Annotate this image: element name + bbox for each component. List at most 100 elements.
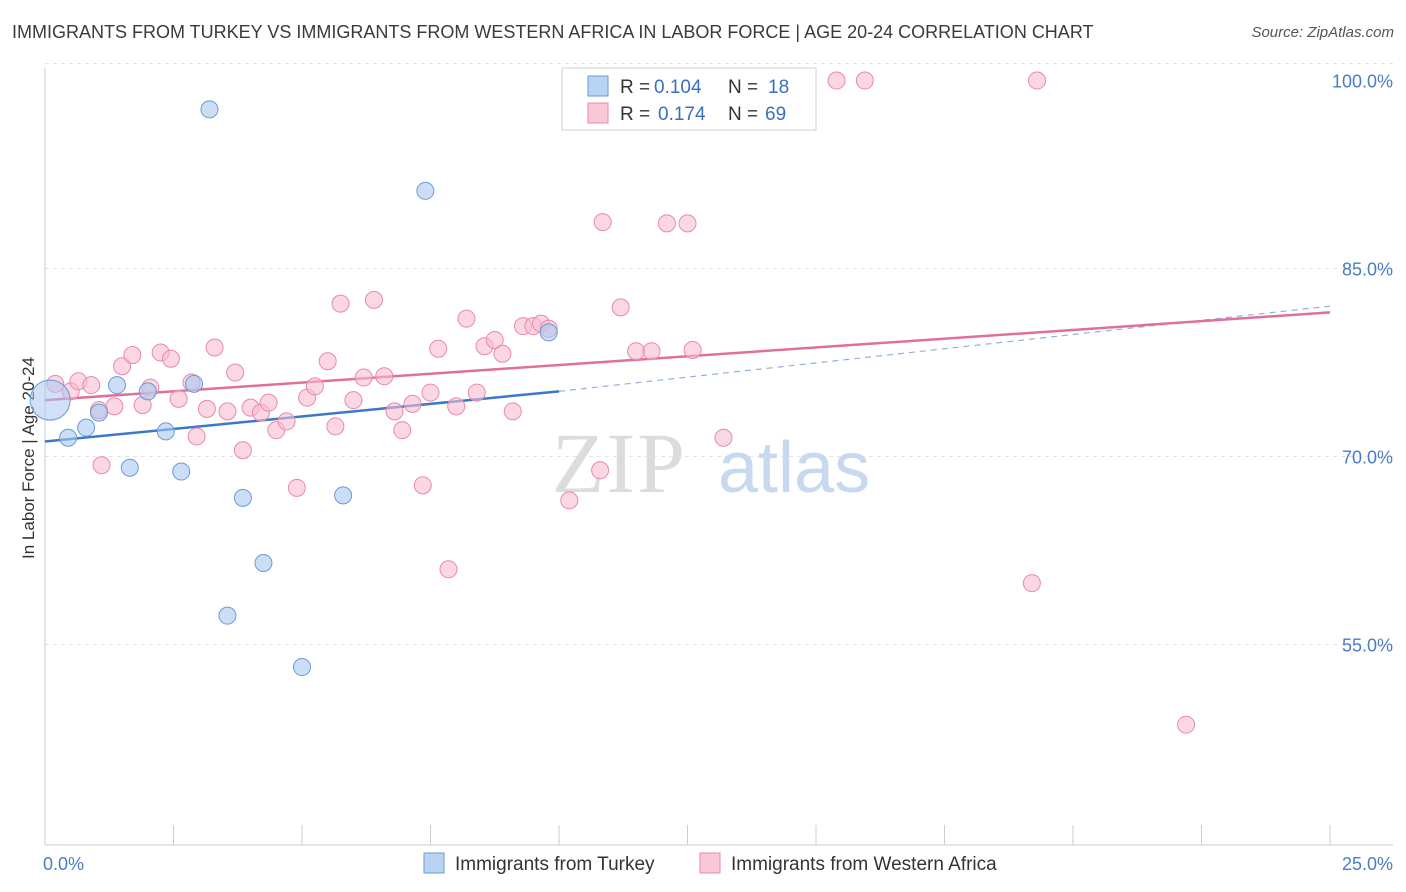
point-western-africa-44 — [457, 309, 476, 328]
point-western-africa-38 — [403, 394, 422, 413]
point-western-africa-26 — [287, 478, 306, 497]
y-tick-label-3: 55.0% — [1342, 635, 1393, 655]
y-tick-label-2: 70.0% — [1342, 448, 1393, 468]
trend-turkey-extension — [558, 305, 1331, 392]
watermark-atlas: atlas — [718, 428, 870, 508]
point-western-africa-61 — [678, 214, 697, 233]
point-western-africa-64 — [827, 71, 846, 90]
legend-n-label-1: N = — [728, 77, 758, 98]
axes — [44, 68, 1393, 846]
bottom-legend-swatch-turkey — [423, 852, 445, 874]
point-western-africa-31 — [331, 294, 350, 313]
point-western-africa-54 — [560, 491, 579, 510]
source-credit: Source: ZipAtlas.com — [1251, 24, 1394, 41]
bottom-legend-label-turkey: Immigrants from Turkey — [455, 854, 655, 875]
point-western-africa-19 — [226, 363, 245, 382]
bottom-legend-swatch-western-africa — [699, 852, 721, 874]
point-western-africa-6 — [105, 397, 124, 416]
point-turkey-11 — [218, 606, 237, 625]
y-tick-label-1: 85.0% — [1342, 260, 1393, 280]
point-western-africa-7 — [113, 357, 132, 376]
point-western-africa-33 — [354, 368, 373, 387]
point-turkey-17 — [539, 323, 558, 342]
point-western-africa-48 — [493, 344, 512, 363]
point-western-africa-25 — [277, 412, 296, 431]
point-western-africa-20 — [233, 441, 252, 460]
point-western-africa-41 — [429, 339, 448, 358]
point-western-africa-47 — [485, 330, 504, 349]
point-turkey-5 — [120, 458, 139, 477]
point-western-africa-30 — [326, 417, 345, 436]
chart-title: IMMIGRANTS FROM TURKEY VS IMMIGRANTS FRO… — [12, 22, 1094, 42]
point-western-africa-13 — [169, 389, 188, 408]
point-turkey-14 — [293, 658, 311, 677]
legend-r-label-2: R = — [620, 104, 650, 125]
point-turkey-2 — [77, 418, 96, 437]
point-western-africa-67 — [1022, 574, 1041, 593]
point-western-africa-37 — [393, 421, 412, 440]
point-western-africa-8 — [123, 345, 142, 364]
point-western-africa-5 — [92, 456, 111, 475]
point-western-africa-36 — [385, 402, 404, 421]
point-western-africa-40 — [421, 383, 440, 402]
point-western-africa-62 — [683, 340, 702, 359]
point-western-africa-34 — [364, 290, 383, 309]
data-points — [29, 71, 1196, 734]
point-western-africa-45 — [467, 383, 486, 402]
y-tick-label-0: 100.0% — [1332, 72, 1393, 92]
legend-n-value-2: 69 — [765, 104, 786, 125]
legend-swatch-western-africa — [587, 102, 609, 124]
point-western-africa-18 — [218, 402, 237, 421]
point-western-africa-68 — [1177, 715, 1196, 734]
point-western-africa-29 — [318, 352, 337, 371]
legend-r-label-1: R = — [620, 77, 650, 98]
legend-n-label-2: N = — [728, 104, 758, 125]
point-western-africa-16 — [197, 399, 216, 418]
point-western-africa-63 — [714, 428, 733, 447]
point-turkey-3 — [89, 403, 108, 422]
point-turkey-6 — [138, 382, 157, 401]
point-turkey-0 — [29, 379, 71, 421]
point-turkey-8 — [172, 462, 191, 481]
legend: R = 0.104 N = 18 R = 0.174 N = 69 — [561, 67, 817, 131]
bottom-legend-label-western-africa: Immigrants from Western Africa — [731, 854, 997, 875]
point-turkey-13 — [254, 554, 273, 573]
point-turkey-16 — [416, 181, 435, 200]
point-western-africa-15 — [187, 427, 206, 446]
point-turkey-15 — [334, 486, 353, 505]
point-western-africa-43 — [447, 397, 466, 416]
point-western-africa-23 — [259, 393, 278, 412]
legend-swatch-turkey — [587, 75, 609, 97]
point-western-africa-42 — [439, 560, 458, 579]
point-western-africa-12 — [161, 349, 180, 368]
point-western-africa-28 — [305, 377, 324, 396]
point-western-africa-3 — [82, 376, 101, 395]
point-western-africa-17 — [205, 338, 224, 357]
point-western-africa-35 — [375, 367, 394, 386]
point-western-africa-57 — [611, 298, 630, 317]
point-western-africa-59 — [642, 342, 661, 361]
point-turkey-7 — [156, 422, 175, 441]
point-western-africa-39 — [413, 476, 432, 495]
gridlines — [45, 63, 1393, 645]
legend-r-value-2: 0.174 — [658, 104, 706, 125]
x-tick-label-0: 0.0% — [43, 854, 84, 874]
bottom-legend: Immigrants from Turkey Immigrants from W… — [423, 852, 997, 875]
point-western-africa-60 — [657, 214, 676, 233]
legend-n-value-1: 18 — [768, 77, 789, 98]
point-western-africa-49 — [503, 402, 522, 421]
point-turkey-4 — [107, 376, 126, 395]
point-western-africa-58 — [627, 342, 646, 361]
x-tick-label-1: 25.0% — [1342, 854, 1393, 874]
point-western-africa-56 — [593, 213, 612, 232]
legend-r-value-1: 0.104 — [654, 77, 702, 98]
point-turkey-10 — [200, 100, 219, 119]
point-western-africa-32 — [344, 391, 363, 410]
point-western-africa-66 — [1028, 71, 1047, 90]
watermark: ZIP atlas — [552, 415, 870, 511]
point-western-africa-65 — [855, 71, 874, 90]
point-turkey-9 — [185, 374, 204, 393]
y-tick-labels: 100.0% 85.0% 70.0% 55.0% — [1332, 72, 1393, 656]
point-turkey-12 — [233, 488, 252, 507]
